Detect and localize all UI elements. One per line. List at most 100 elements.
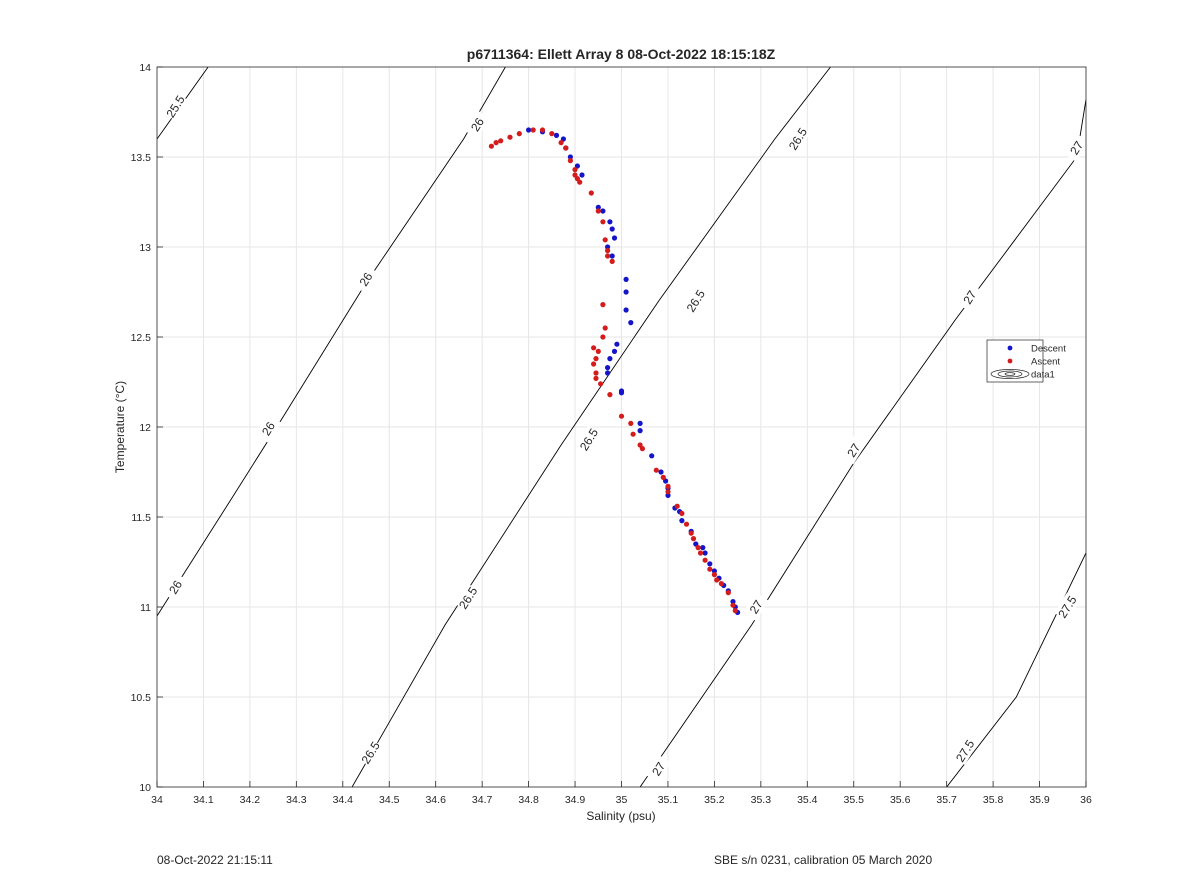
y-tick-label: 14: [139, 62, 151, 74]
contour-label-bg: [162, 572, 188, 602]
descent-point: [623, 276, 629, 282]
y-tick-label: 13.5: [131, 152, 152, 164]
x-axis-label: Salinity (psu): [586, 809, 655, 823]
ascent-point: [730, 602, 736, 608]
y-tick-label: 11: [140, 602, 151, 614]
contour-label-27: 27: [645, 754, 671, 783]
x-tick-label: 35.1: [658, 794, 679, 806]
contour-label-bg: [682, 286, 709, 315]
ascent-point: [683, 521, 690, 527]
series-ascent: [488, 127, 738, 614]
grid-lines: [157, 67, 1086, 787]
ascent-point: [498, 138, 504, 144]
x-tick-label: 35.8: [983, 794, 1004, 806]
legend-data1-contour-icon: [990, 369, 1030, 379]
legend[interactable]: Descent Ascent data1: [986, 339, 1066, 383]
descent-point: [649, 453, 655, 459]
x-tick-label: 34.4: [333, 794, 354, 806]
descent-point: [623, 307, 629, 313]
ascent-point: [563, 145, 569, 151]
density-contour-labels: 25.52626262626.526.526.526.526.527272727…: [162, 92, 1089, 783]
ascent-point: [711, 572, 718, 578]
descent-point: [618, 390, 625, 396]
ascent-point: [605, 253, 611, 259]
descent-point: [730, 599, 736, 605]
ascent-point: [572, 167, 578, 173]
x-tick-label: 35: [616, 794, 628, 806]
contour-label-bg: [575, 425, 602, 454]
ascent-point: [567, 158, 574, 164]
ascent-point: [695, 545, 701, 551]
contour-label-bg: [956, 282, 983, 312]
ascent-point: [602, 325, 608, 331]
y-tick-label: 12.5: [131, 332, 152, 344]
y-tick-label: 10: [139, 782, 151, 794]
ascent-point: [607, 392, 613, 398]
ascent-point: [690, 536, 697, 542]
descent-point: [553, 132, 560, 138]
contour-label-bg: [357, 738, 383, 767]
ascent-point: [549, 131, 555, 137]
descent-point: [579, 172, 585, 178]
ascent-point: [588, 190, 594, 196]
y-axis-ticks: 10 10.5 11 11.5 12 12.5 13 13.5 14: [131, 62, 163, 794]
contour-label-bg: [840, 435, 867, 465]
ascent-point: [488, 143, 494, 149]
ascent-point: [591, 345, 597, 351]
x-axis-ticks: 34 34.1 34.2 34.3 34.4 34.5 34.6 34.7 34.8 34.9 35…: [151, 781, 1092, 806]
x-tick-label: 35.2: [704, 794, 725, 806]
legend-ascent-label: Ascent: [1031, 357, 1060, 368]
descent-point: [614, 341, 620, 347]
ascent-point: [507, 134, 513, 140]
ascent-point: [618, 413, 625, 419]
descent-point: [607, 219, 613, 225]
y-tick-label: 12: [139, 422, 151, 434]
contour-label-bg: [743, 592, 769, 621]
descent-point: [711, 568, 718, 574]
x-tick-label: 35.4: [797, 794, 818, 806]
data-points: [488, 127, 741, 616]
descent-point: [609, 253, 615, 259]
contour-label-27: 27: [956, 282, 983, 312]
descent-point: [600, 208, 606, 214]
ascent-point: [600, 302, 606, 308]
contour-label-bg: [352, 264, 379, 294]
contour-label-26: 26: [255, 414, 281, 443]
x-tick-label: 35.5: [844, 794, 865, 806]
ascent-point: [539, 127, 546, 133]
ascent-point: [714, 577, 720, 583]
ascent-point: [697, 550, 704, 556]
descent-point: [700, 545, 706, 551]
ascent-point: [593, 356, 599, 362]
ascent-point: [595, 208, 601, 214]
ascent-point: [660, 474, 666, 480]
chart-title: p6711364: Ellett Array 8 08-Oct-2022 18:…: [467, 46, 776, 62]
x-tick-label: 34.2: [240, 794, 261, 806]
descent-point: [637, 428, 643, 434]
ascent-point: [493, 140, 499, 146]
descent-point: [605, 365, 611, 371]
descent-point: [623, 289, 629, 295]
ascent-point: [628, 420, 634, 426]
descent-point: [637, 420, 643, 426]
descent-point: [609, 226, 615, 232]
contour-label-26: 26: [162, 572, 188, 602]
ascent-point: [593, 370, 599, 376]
ascent-point: [630, 431, 636, 437]
ascent-point: [577, 179, 583, 185]
ascent-point: [591, 361, 597, 367]
x-tick-label: 35.3: [751, 794, 772, 806]
ascent-point: [665, 483, 671, 489]
x-tick-label: 36: [1080, 794, 1092, 806]
contour-label-bg: [455, 583, 481, 612]
contour-label-bg: [645, 754, 671, 783]
legend-descent-marker: [1007, 345, 1013, 351]
descent-point: [707, 561, 713, 567]
ascent-point: [718, 581, 725, 587]
contour-label-27: 27: [1063, 133, 1089, 162]
ascent-point: [602, 237, 608, 243]
contour-label-bg: [1063, 133, 1089, 162]
x-tick-label: 34.1: [193, 794, 214, 806]
descent-point: [567, 154, 574, 160]
contour-label-bg: [952, 736, 978, 765]
